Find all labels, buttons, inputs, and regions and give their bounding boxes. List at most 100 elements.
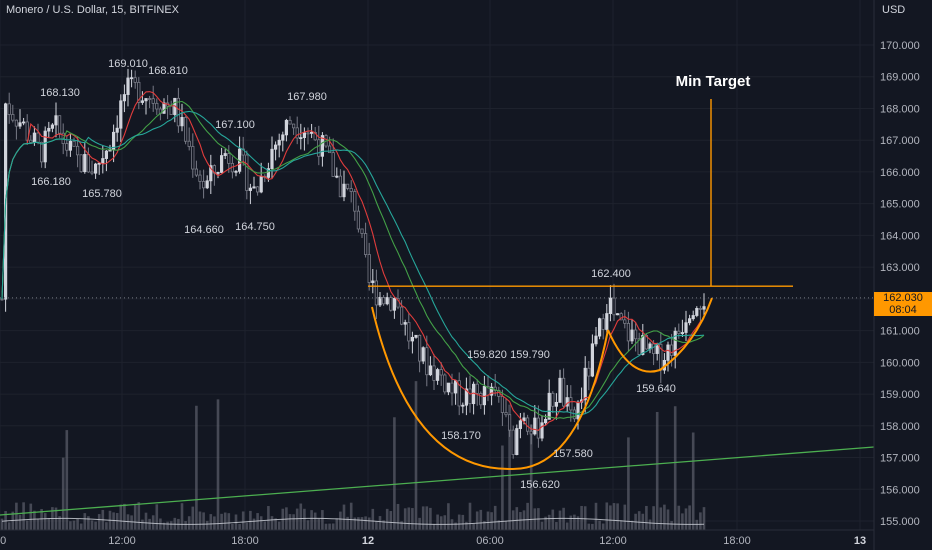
candle-body xyxy=(630,329,634,342)
candle-body xyxy=(299,137,303,140)
volume-bar xyxy=(187,516,191,530)
candle-body xyxy=(112,131,116,150)
candle-body xyxy=(475,383,479,394)
volume-bar xyxy=(36,519,40,530)
volume-bar xyxy=(202,512,205,530)
candle-body xyxy=(331,152,335,177)
volume-bar xyxy=(396,503,400,530)
x-tick-label: 18:00 xyxy=(231,535,259,547)
volume-bar xyxy=(580,505,583,530)
volume-bar xyxy=(645,505,648,530)
price-annotation: 158.170 xyxy=(441,430,481,442)
candle-body xyxy=(590,343,595,377)
x-axis: 00 12:00 18:00 12 06:00 12:00 18:00 13 xyxy=(0,529,874,547)
candle-body xyxy=(68,140,72,151)
x-tick-label: 13 xyxy=(854,535,866,547)
candle-body xyxy=(569,397,573,411)
volume-bar xyxy=(90,520,94,530)
volume-bar xyxy=(483,521,486,530)
volume-bar xyxy=(76,518,79,530)
candle-body xyxy=(605,313,609,330)
volume-bar xyxy=(598,520,601,530)
volume-bar xyxy=(670,521,673,530)
price-annotation: 159.640 xyxy=(636,383,676,395)
volume-bar xyxy=(573,514,576,530)
volume-bar xyxy=(346,516,349,530)
ma-mid-line xyxy=(1,100,705,419)
volume-bar xyxy=(0,518,4,530)
candle-body xyxy=(479,393,483,406)
y-tick-label: 159.000 xyxy=(880,389,920,401)
volume-bar xyxy=(677,505,681,530)
volume-bar xyxy=(407,507,411,530)
volume-bar xyxy=(699,512,702,530)
candle-body xyxy=(461,404,465,407)
candle-body xyxy=(392,298,397,311)
candle-body xyxy=(219,155,224,173)
handle-curve xyxy=(607,297,713,373)
candle-body xyxy=(623,319,627,324)
x-tick-label: 06:00 xyxy=(476,535,504,547)
volume-bar xyxy=(364,516,367,530)
candle-body xyxy=(94,163,98,174)
volume-bar xyxy=(342,504,346,530)
volume-bar xyxy=(468,502,472,530)
candle-body xyxy=(97,162,101,165)
candle-body xyxy=(277,139,281,146)
candle-body xyxy=(587,367,591,377)
volume-bar xyxy=(659,507,663,530)
target-label: Min Target xyxy=(676,73,751,90)
candle-body xyxy=(399,306,404,325)
volume-bar xyxy=(555,522,558,530)
candlesticks xyxy=(0,68,706,459)
candle-body xyxy=(464,388,469,406)
candle-body xyxy=(666,344,670,361)
volume-bar xyxy=(213,516,216,530)
candle-body xyxy=(349,188,353,192)
volume-bar xyxy=(544,516,547,530)
volume-bar xyxy=(162,522,166,530)
candle-body xyxy=(688,318,692,324)
candle-body xyxy=(36,132,40,143)
volume-bar xyxy=(461,514,465,530)
last-price: 162.030 xyxy=(883,292,923,304)
volume-bar xyxy=(475,511,479,530)
ma-slow-line xyxy=(1,110,705,416)
volume-bar xyxy=(565,522,569,530)
candle-body xyxy=(511,429,515,456)
price-annotation: 157.580 xyxy=(553,448,593,460)
candle-body xyxy=(241,148,245,156)
volume-bar xyxy=(25,520,29,530)
volume-bar xyxy=(411,508,414,530)
volume-bar xyxy=(277,521,281,530)
candle-body xyxy=(119,100,123,129)
cup-curve xyxy=(371,306,609,471)
volume-bar xyxy=(292,514,295,530)
candle-body xyxy=(522,417,526,422)
candle-body xyxy=(266,168,271,178)
volume-bar xyxy=(663,504,666,530)
candle-body xyxy=(302,132,307,139)
candle-body xyxy=(7,103,11,115)
candle-body xyxy=(702,306,706,310)
candle-body xyxy=(29,139,33,143)
candle-body xyxy=(205,180,209,189)
candle-body xyxy=(180,117,184,127)
volume-bar xyxy=(508,404,511,530)
volume-bar xyxy=(331,523,335,530)
cup-handle-pattern xyxy=(0,99,875,516)
volume-bar xyxy=(540,521,544,530)
candle-body xyxy=(421,347,425,362)
volume-bar xyxy=(40,509,43,530)
candle-body xyxy=(259,175,263,193)
currency-label[interactable]: USD xyxy=(882,4,906,16)
volume-bar xyxy=(403,508,407,530)
candle-body xyxy=(435,369,440,381)
candle-body xyxy=(619,313,623,321)
candle-body xyxy=(115,127,119,133)
candle-body xyxy=(468,388,472,405)
volume-bar xyxy=(493,505,497,530)
candle-body xyxy=(562,377,566,407)
